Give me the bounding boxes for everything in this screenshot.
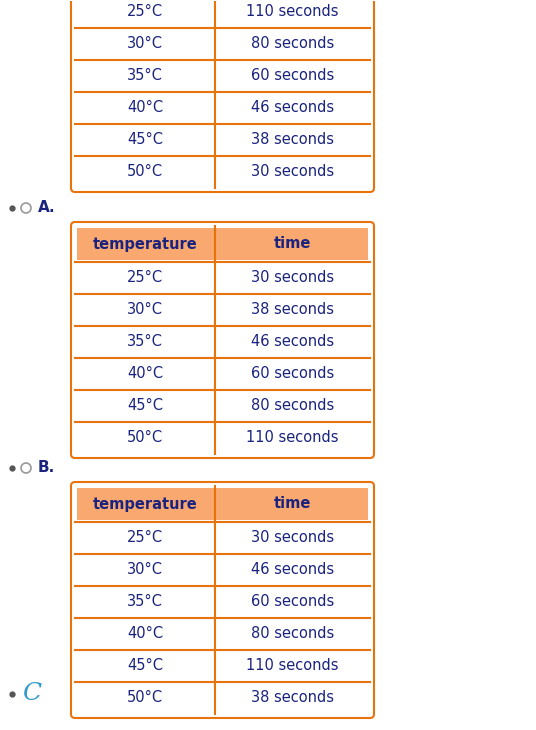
Text: 35°C: 35°C <box>127 334 163 350</box>
Text: 25°C: 25°C <box>127 4 163 20</box>
Text: temperature: temperature <box>93 496 197 512</box>
Text: 110 seconds: 110 seconds <box>246 431 339 445</box>
Circle shape <box>21 203 31 213</box>
Text: 110 seconds: 110 seconds <box>246 4 339 20</box>
Text: 60 seconds: 60 seconds <box>251 594 334 610</box>
Text: 35°C: 35°C <box>127 594 163 610</box>
Text: 30 seconds: 30 seconds <box>251 271 334 285</box>
Text: time: time <box>274 237 311 252</box>
Text: 30°C: 30°C <box>127 302 163 318</box>
Text: 25°C: 25°C <box>127 531 163 545</box>
Text: 40°C: 40°C <box>127 366 163 382</box>
Text: 50°C: 50°C <box>127 431 163 445</box>
Text: 80 seconds: 80 seconds <box>251 399 334 413</box>
Text: 30 seconds: 30 seconds <box>251 531 334 545</box>
Text: 38 seconds: 38 seconds <box>251 302 334 318</box>
Bar <box>77 228 368 260</box>
Text: 60 seconds: 60 seconds <box>251 366 334 382</box>
Text: 46 seconds: 46 seconds <box>251 563 334 577</box>
Text: 50°C: 50°C <box>127 164 163 180</box>
Text: B.: B. <box>38 461 55 475</box>
Text: 40°C: 40°C <box>127 626 163 642</box>
Text: 25°C: 25°C <box>127 271 163 285</box>
Text: 80 seconds: 80 seconds <box>251 36 334 52</box>
Text: 35°C: 35°C <box>127 69 163 83</box>
Text: 30°C: 30°C <box>127 563 163 577</box>
Text: 45°C: 45°C <box>127 399 163 413</box>
Circle shape <box>21 463 31 473</box>
Text: C: C <box>22 683 41 705</box>
Text: A.: A. <box>38 201 56 215</box>
Text: 38 seconds: 38 seconds <box>251 691 334 705</box>
Text: 50°C: 50°C <box>127 691 163 705</box>
Text: 46 seconds: 46 seconds <box>251 334 334 350</box>
Text: time: time <box>274 496 311 512</box>
Text: 40°C: 40°C <box>127 101 163 115</box>
Text: 110 seconds: 110 seconds <box>246 658 339 674</box>
Text: 38 seconds: 38 seconds <box>251 133 334 147</box>
Bar <box>77 488 368 520</box>
Text: 60 seconds: 60 seconds <box>251 69 334 83</box>
Text: 45°C: 45°C <box>127 658 163 674</box>
FancyBboxPatch shape <box>71 482 374 718</box>
Text: 46 seconds: 46 seconds <box>251 101 334 115</box>
Text: 45°C: 45°C <box>127 133 163 147</box>
Text: 30°C: 30°C <box>127 36 163 52</box>
FancyBboxPatch shape <box>71 222 374 458</box>
FancyBboxPatch shape <box>71 0 374 192</box>
Text: 30 seconds: 30 seconds <box>251 164 334 180</box>
Text: 80 seconds: 80 seconds <box>251 626 334 642</box>
Text: temperature: temperature <box>93 237 197 252</box>
